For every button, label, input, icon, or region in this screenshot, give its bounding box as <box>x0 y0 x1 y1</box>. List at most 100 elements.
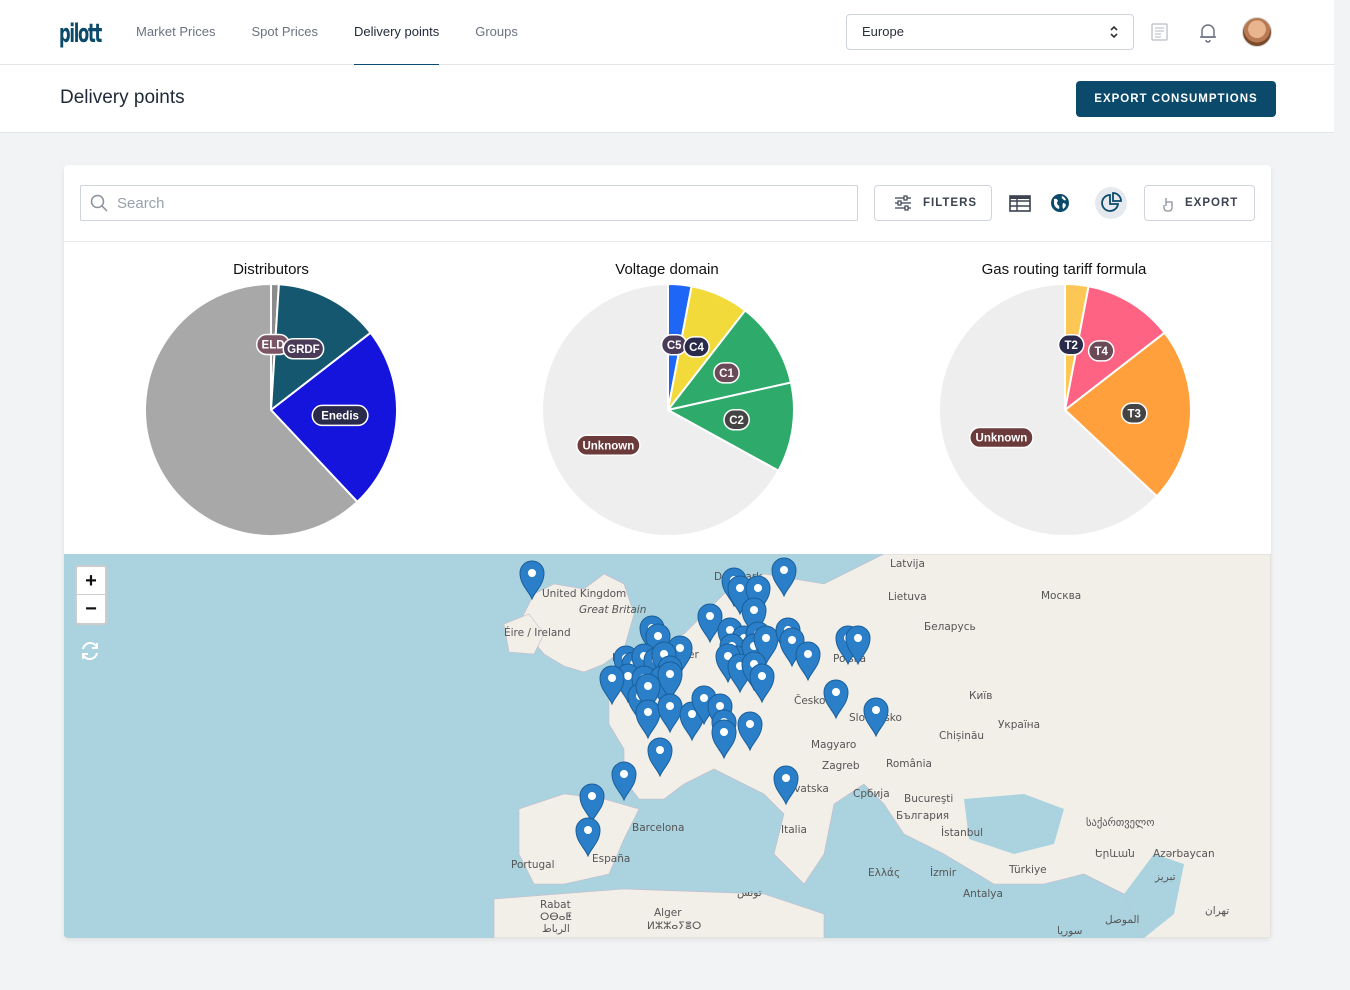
svg-text:T2: T2 <box>1064 340 1077 352</box>
page-header: Delivery points EXPORT CONSUMPTIONS <box>0 65 1334 133</box>
pie-slice-c1[interactable] <box>665 309 793 412</box>
pie-label-c1: C1 <box>713 362 740 384</box>
svg-text:C4: C4 <box>689 342 704 354</box>
map-marker[interactable] <box>647 737 673 778</box>
svg-text:Unknown: Unknown <box>976 433 1028 445</box>
svg-text:C2: C2 <box>729 415 744 427</box>
main-nav: Market Prices Spot Prices Delivery point… <box>136 0 554 66</box>
map-marker[interactable] <box>599 665 625 706</box>
map-label: España <box>592 853 630 865</box>
map-label: Great Britain <box>579 604 646 616</box>
distributors-pie-chart: ELD GRDF Enedis <box>144 283 398 537</box>
map-marker[interactable] <box>575 817 601 858</box>
zoom-out-button[interactable]: − <box>85 598 97 620</box>
svg-text:ELD: ELD <box>262 340 285 352</box>
map-label: Ελλάς <box>868 867 900 879</box>
hand-pointer-icon <box>1163 198 1173 212</box>
logo-text: pilott <box>59 19 102 49</box>
refresh-icon[interactable] <box>79 640 101 662</box>
pie-label-grdf: GRDF <box>282 338 325 360</box>
filters-button[interactable]: FILTERS <box>874 185 992 221</box>
pie-label-t3: T3 <box>1120 402 1148 425</box>
zoom-in-button[interactable]: + <box>77 567 105 595</box>
map-marker[interactable] <box>795 641 821 682</box>
map-marker[interactable] <box>749 663 775 704</box>
nav-delivery-points[interactable]: Delivery points <box>353 0 440 66</box>
pie-slice-t4[interactable] <box>1063 285 1166 413</box>
map-marker[interactable] <box>579 783 605 824</box>
distributors-chart-title: Distributors <box>233 261 309 278</box>
map-label: საქართველო <box>1086 817 1154 829</box>
chart-view-button[interactable] <box>1095 187 1127 219</box>
map-marker[interactable] <box>611 761 637 802</box>
svg-text:GRDF: GRDF <box>287 344 320 356</box>
pie-label-c5: C5 <box>660 334 688 356</box>
map-marker[interactable] <box>519 560 545 601</box>
svg-text:T3: T3 <box>1128 408 1141 420</box>
map-marker[interactable] <box>845 625 871 666</box>
map-label: Alger <box>654 907 682 919</box>
map-marker[interactable] <box>863 697 889 738</box>
page-title: Delivery points <box>60 87 185 108</box>
globe-icon[interactable] <box>1048 191 1072 215</box>
map-label: Україна <box>998 719 1040 731</box>
voltage-pie-chart: C5 C4 C1 C2 Unknown <box>541 283 795 537</box>
search-icon <box>90 194 108 212</box>
map-marker[interactable] <box>635 673 661 714</box>
map-marker[interactable] <box>741 597 767 638</box>
map-marker[interactable] <box>657 693 683 734</box>
map-marker[interactable] <box>635 699 661 740</box>
map-label: Zagreb <box>822 760 860 772</box>
map-label: Türkiye <box>1008 864 1047 876</box>
map-label: ⵍⵣⵣⴰⵢⴻⵔ <box>647 920 701 932</box>
map-label: ⵔⴱⴰⵟ <box>540 911 572 923</box>
table-view-icon[interactable] <box>1008 191 1032 215</box>
user-avatar[interactable] <box>1242 17 1272 47</box>
nav-groups[interactable]: Groups <box>475 24 518 39</box>
map-marker[interactable] <box>773 765 799 806</box>
pie-label-t2: T2 <box>1057 334 1085 356</box>
pie-slice-other[interactable] <box>144 283 359 537</box>
pie-slice-unknown[interactable] <box>938 283 1159 537</box>
map-label: Київ <box>969 690 992 702</box>
map-label: İzmir <box>930 866 957 879</box>
map-marker[interactable] <box>737 711 763 752</box>
news-icon[interactable] <box>1148 20 1172 44</box>
svg-text:C1: C1 <box>719 368 734 380</box>
svg-text:Enedis: Enedis <box>321 410 359 422</box>
map-label: Србија <box>853 788 890 800</box>
svg-text:Unknown: Unknown <box>582 440 634 452</box>
nav-market-prices[interactable]: Market Prices <box>136 24 216 39</box>
region-select[interactable]: Europe <box>846 14 1134 50</box>
map-marker[interactable] <box>823 679 849 720</box>
map-markers <box>519 557 889 858</box>
map-label: България <box>896 810 949 822</box>
export-consumptions-button[interactable]: EXPORT CONSUMPTIONS <box>1076 81 1276 117</box>
map-label: Bucureşti <box>904 793 953 805</box>
map-marker[interactable] <box>771 557 797 598</box>
map-label: Chișinău <box>939 730 984 742</box>
map-marker[interactable] <box>711 719 737 760</box>
map-label: Česko <box>794 694 825 707</box>
map-marker[interactable] <box>657 661 683 702</box>
map-marker[interactable] <box>753 625 779 666</box>
pie-label-t4: T4 <box>1087 340 1115 362</box>
pie-label-unknown: Unknown <box>969 426 1034 449</box>
export-button[interactable]: EXPORT <box>1144 185 1255 221</box>
map-label: Երևան <box>1095 848 1135 860</box>
search-box <box>80 185 858 221</box>
search-input[interactable] <box>117 186 847 220</box>
map-label: United Kingdom <box>542 588 626 600</box>
map-label: Беларусь <box>924 621 976 633</box>
map-label: تبريز <box>1154 871 1176 883</box>
nav-spot-prices[interactable]: Spot Prices <box>251 24 318 39</box>
bell-icon[interactable] <box>1196 20 1220 44</box>
map-label: Latvija <box>890 558 925 570</box>
map-label: تهران <box>1205 905 1229 917</box>
voltage-chart-title: Voltage domain <box>615 261 719 278</box>
pilott-logo[interactable]: pilott <box>59 14 103 50</box>
pie-slice-unknown[interactable] <box>541 283 780 537</box>
map-label: Magyaro <box>811 739 856 751</box>
